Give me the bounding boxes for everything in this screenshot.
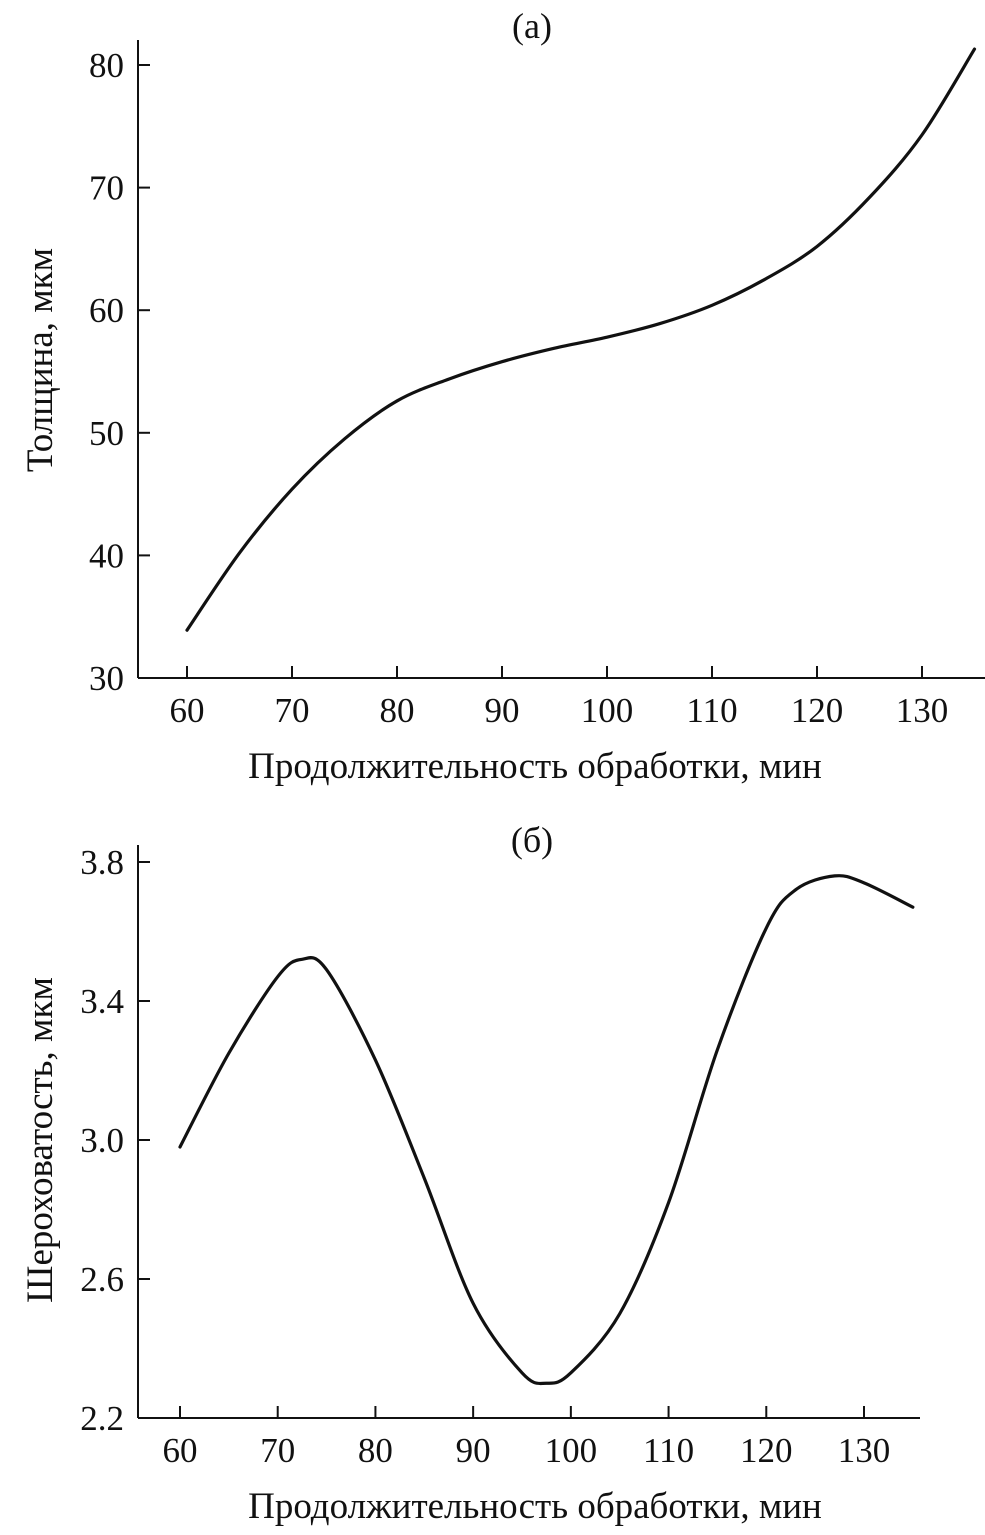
x-tick-label: 110 xyxy=(643,1431,694,1470)
x-tick-label: 110 xyxy=(686,691,737,730)
panel-title: (б) xyxy=(511,820,553,860)
series-line-thickness xyxy=(185,47,977,632)
y-axis-title: Шероховатость, мкм xyxy=(20,977,61,1303)
x-tick-label: 70 xyxy=(275,691,310,730)
x-tick-label: 100 xyxy=(545,1431,598,1470)
y-tick-label: 50 xyxy=(89,414,124,453)
x-tick-label: 90 xyxy=(485,691,520,730)
y-tick-label: 2.2 xyxy=(80,1399,124,1438)
x-axis-title: Продолжительность обработки, мин xyxy=(248,1486,822,1527)
chart-panel-b: 60 70 80 90 100 110 120 130 2.2 2.6 3.0 3.4 3.8 (б) Пр… xyxy=(20,820,920,1527)
chart-panel-a: 60 70 80 90 100 110 120 130 30 40 50 60 70 80 (а) Продо… xyxy=(20,6,985,787)
series-line-roughness xyxy=(178,874,915,1386)
y-tick-label: 40 xyxy=(89,536,124,575)
x-tick-label: 80 xyxy=(380,691,415,730)
x-tick-label: 130 xyxy=(838,1431,891,1470)
x-tick-label: 100 xyxy=(581,691,634,730)
panel-title: (а) xyxy=(512,6,552,46)
x-tick-label: 120 xyxy=(740,1431,793,1470)
y-tick-label: 80 xyxy=(89,46,124,85)
y-tick-label: 3.8 xyxy=(80,843,124,882)
y-tick-label: 3.4 xyxy=(80,982,124,1021)
x-tick-label: 130 xyxy=(896,691,949,730)
y-tick-label: 70 xyxy=(89,169,124,208)
x-tick-label: 120 xyxy=(791,691,844,730)
x-axis-title: Продолжительность обработки, мин xyxy=(248,746,822,787)
x-tick-label: 80 xyxy=(358,1431,393,1470)
y-axis-title: Толщина, мкм xyxy=(20,248,61,472)
x-tick-label: 70 xyxy=(260,1431,295,1470)
y-tick-label: 2.6 xyxy=(80,1260,124,1299)
y-tick-label: 30 xyxy=(89,659,124,698)
x-tick-label: 60 xyxy=(163,1431,198,1470)
x-tick-label: 90 xyxy=(456,1431,491,1470)
y-tick-label: 3.0 xyxy=(80,1121,124,1160)
x-tick-label: 60 xyxy=(170,691,205,730)
y-tick-label: 60 xyxy=(89,291,124,330)
